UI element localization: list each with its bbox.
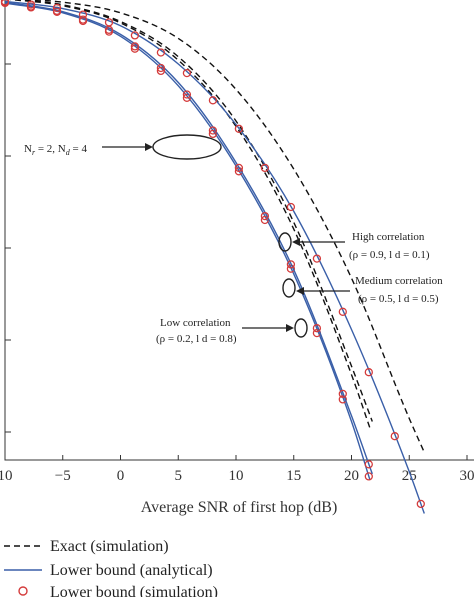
- annotation-high-ellipse: [278, 232, 292, 252]
- annotation-group-arrowhead: [145, 143, 153, 151]
- data-point-high-correlation: [312, 254, 322, 263]
- x-tick-label: 15: [286, 468, 301, 484]
- data-point-low-correlation: [156, 66, 166, 76]
- data-point-low-correlation: [364, 472, 373, 481]
- data-point-medium-correlation: [78, 15, 88, 24]
- annotation-low-ellipse: [294, 318, 308, 338]
- annotation-medium-ellipse: [282, 278, 296, 298]
- legend: Exact (simulation) Lower bound (analytic…: [4, 538, 218, 597]
- data-point-high-correlation: [52, 3, 62, 13]
- annotation-group-ellipse: [152, 134, 222, 160]
- data-point-medium-correlation: [234, 163, 244, 173]
- data-point-medium-correlation: [312, 324, 322, 333]
- data-point-high-correlation: [234, 124, 244, 133]
- data-point-high-correlation: [0, 0, 10, 6]
- x-tick-label: 10: [229, 468, 244, 484]
- annotation-medium-params: (ρ = 0.5, l d = 0.5): [358, 293, 439, 305]
- annotation-high-params: (ρ = 0.9, l d = 0.1): [349, 249, 430, 261]
- data-point-high-correlation: [104, 18, 114, 27]
- annotation-low-title: Low correlation: [160, 317, 231, 329]
- data-point-high-correlation: [156, 48, 166, 57]
- data-point-medium-correlation: [156, 63, 166, 73]
- data-point-low-correlation: [338, 395, 347, 404]
- data-point-high-correlation: [286, 202, 296, 212]
- data-point-high-correlation: [78, 10, 88, 19]
- x-tick-label: 20: [344, 468, 359, 484]
- data-point-high-correlation: [208, 96, 218, 105]
- series-line-low-correlation-exact: [8, 0, 371, 429]
- series-layer: [0, 0, 425, 514]
- x-tick-label: −5: [55, 468, 71, 484]
- data-point-medium-correlation: [338, 389, 347, 399]
- plot-frame: [4, 0, 474, 461]
- data-point-high-correlation: [26, 0, 36, 9]
- x-tick-label: 5: [175, 468, 183, 484]
- data-point-medium-correlation: [182, 90, 192, 99]
- legend-label-bound: Lower bound (analytical): [50, 562, 213, 579]
- x-tick-label: 30: [460, 468, 474, 484]
- annotation-medium-title: Medium correlation: [355, 275, 443, 287]
- data-point-low-correlation: [286, 264, 296, 273]
- data-point-low-correlation: [130, 44, 140, 53]
- annotation-low-params: (ρ = 0.2, l d = 0.8): [156, 333, 237, 345]
- annotation-medium-arrowhead: [296, 287, 304, 295]
- series-line-high-correlation-bound: [4, 0, 425, 514]
- annotation-high-arrowhead: [292, 238, 300, 246]
- data-point-high-correlation: [364, 368, 373, 377]
- series-line-low-correlation-bound: [4, 2, 371, 481]
- data-point-high-correlation: [390, 432, 399, 441]
- x-tick-label: 0: [117, 468, 125, 484]
- series-line-high-correlation-exact: [25, 0, 425, 453]
- legend-label-marker: Lower bound (simulation): [50, 584, 218, 597]
- series-line-medium-correlation-exact: [16, 0, 373, 422]
- legend-label-exact: Exact (simulation): [50, 538, 169, 555]
- data-point-medium-correlation: [260, 211, 270, 221]
- data-point-low-correlation: [208, 129, 218, 139]
- annotation-high-title: High correlation: [352, 231, 425, 243]
- annotation-layer: Nr = 2, Nd = 4 High correlation (ρ = 0.9…: [24, 134, 443, 345]
- data-point-high-correlation: [338, 307, 347, 316]
- data-point-medium-correlation: [130, 42, 140, 51]
- legend-swatch-marker: [18, 586, 28, 596]
- data-point-high-correlation: [182, 68, 192, 78]
- data-point-medium-correlation: [364, 460, 373, 469]
- data-point-high-correlation: [416, 499, 425, 509]
- data-point-medium-correlation: [208, 126, 218, 135]
- annotation-group-label: Nr = 2, Nd = 4: [24, 143, 87, 157]
- data-point-medium-correlation: [286, 260, 296, 269]
- annotation-low-arrowhead: [286, 324, 294, 332]
- x-axis-label: Average SNR of first hop (dB): [141, 499, 338, 516]
- data-point-high-correlation: [260, 163, 270, 173]
- data-point-high-correlation: [130, 31, 140, 40]
- x-tick-label: 10: [0, 468, 13, 484]
